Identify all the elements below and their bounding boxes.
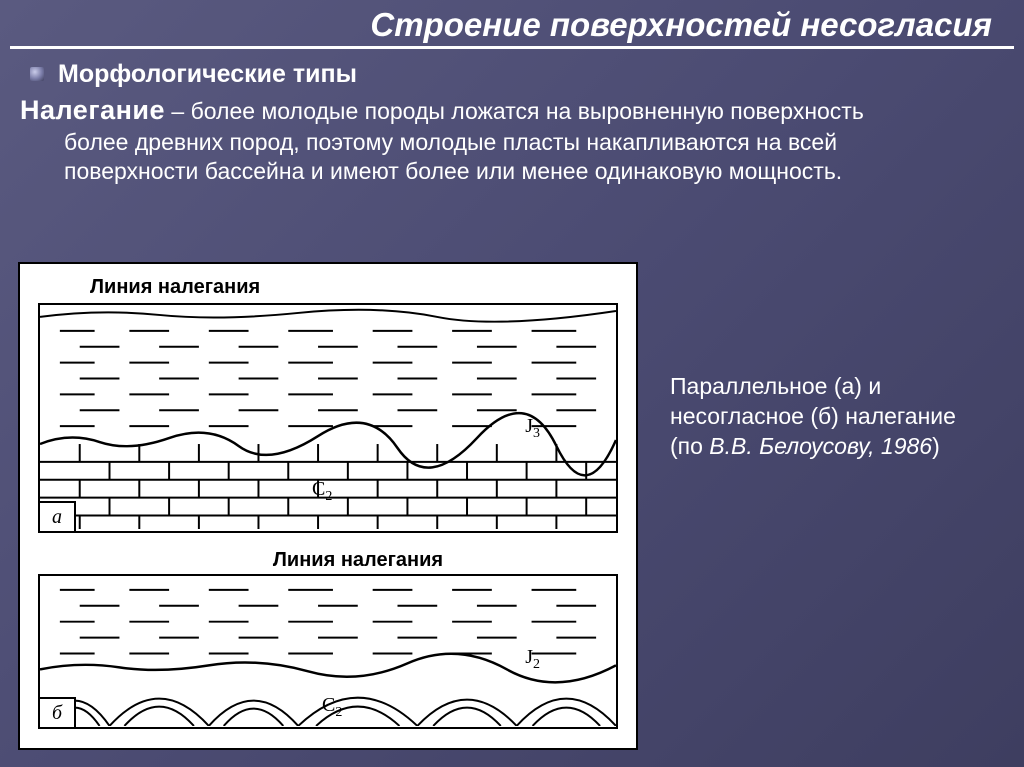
caption-line3: (по В.В. Белоусову, 1986) [670,432,1000,462]
slide-title: Строение поверхностей несогласия [10,6,992,44]
bullet-icon [30,67,44,81]
morph-heading: Морфологические типы [58,59,357,90]
panel-a-lower-label: C2 [312,478,332,505]
definition-line3: поверхности бассейна и имеют более или м… [20,157,1004,186]
diagram-box: Линия налегания [18,262,638,750]
term: Налегание [20,95,165,125]
content-text-block: Морфологические типы Налегание – более м… [0,49,1024,196]
panel-a-upper-label: J3 [525,415,540,442]
dash: – [165,98,191,124]
panel-b: J2 C2 б [38,574,618,729]
caption-prefix: (по [670,433,709,459]
panel-a-wrap: J3 C2 а [30,303,626,533]
panel-b-lower-label: C2 [322,694,342,721]
panel-a: J3 C2 а [38,303,618,533]
definition-first: более молодые породы ложатся на выровнен… [191,98,864,124]
panel-a-tag: а [38,501,76,533]
figure-area: Линия налегания [18,262,1000,750]
panel-b-upper-label: J2 [525,646,540,673]
figure-caption: Параллельное (а) и несогласное (б) налег… [670,262,1000,462]
caption-suffix: ) [932,433,940,459]
caption-line2: несогласное (б) налегание [670,402,1000,432]
caption-citation: В.В. Белоусову, 1986 [709,433,932,459]
overlap-label-top: Линия налегания [30,272,626,303]
caption-line1: Параллельное (а) и [670,372,1000,402]
panel-b-wrap: J2 C2 б [30,574,626,729]
panel-b-tag: б [38,697,76,729]
overlap-label-mid: Линия налегания [30,545,626,574]
slide-title-bar: Строение поверхностей несогласия [10,0,1014,49]
definition-line1: Налегание – более молодые породы ложатся… [20,94,1004,128]
bullet-row: Морфологические типы [20,59,1004,90]
definition-line2: более древних пород, поэтому молодые пла… [20,128,1004,157]
